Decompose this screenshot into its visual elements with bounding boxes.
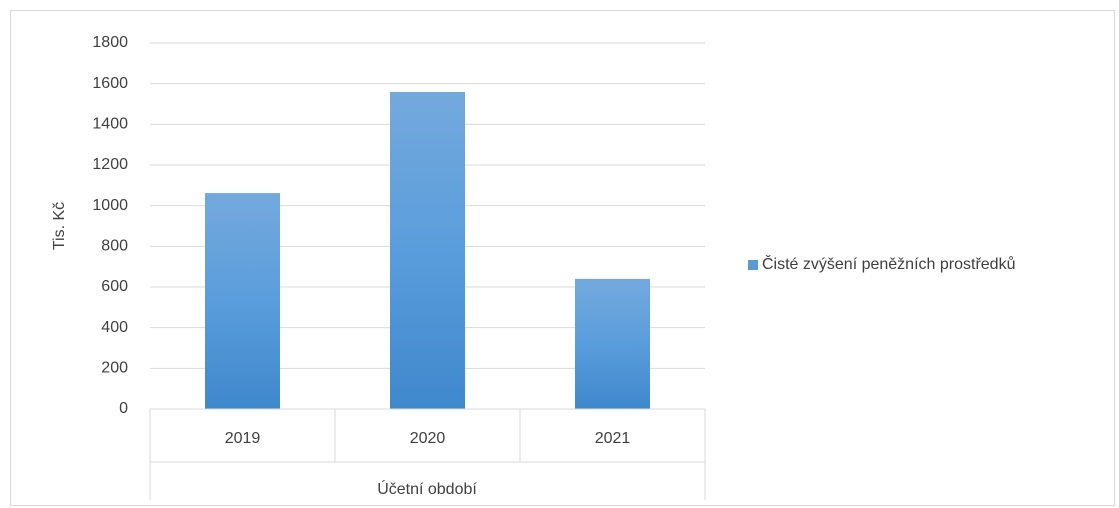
x-tick-label: 2020 [410,430,446,447]
y-tick-label: 1200 [92,156,128,173]
y-tick-label: 200 [101,360,128,377]
y-tick-label: 600 [101,278,128,295]
chart-border [10,10,1115,506]
y-tick-label: 1000 [92,197,128,214]
bar [575,278,650,409]
y-tick-label: 1600 [92,75,128,92]
legend-label: Čisté zvýšení peněžních prostředků [762,254,1015,273]
x-axis-label: Účetní období [377,479,477,498]
y-tick-label: 1400 [92,116,128,133]
bar [205,193,280,409]
legend-swatch [748,260,758,270]
y-tick-label: 1800 [92,34,128,51]
x-tick-label: 2019 [225,430,261,447]
y-axis-label: Tis. Kč [51,202,68,250]
y-tick-label: 800 [101,238,128,255]
y-tick-label: 400 [101,319,128,336]
bar [390,92,465,410]
x-tick-label: 2021 [595,430,631,447]
y-tick-label: 0 [119,400,128,417]
